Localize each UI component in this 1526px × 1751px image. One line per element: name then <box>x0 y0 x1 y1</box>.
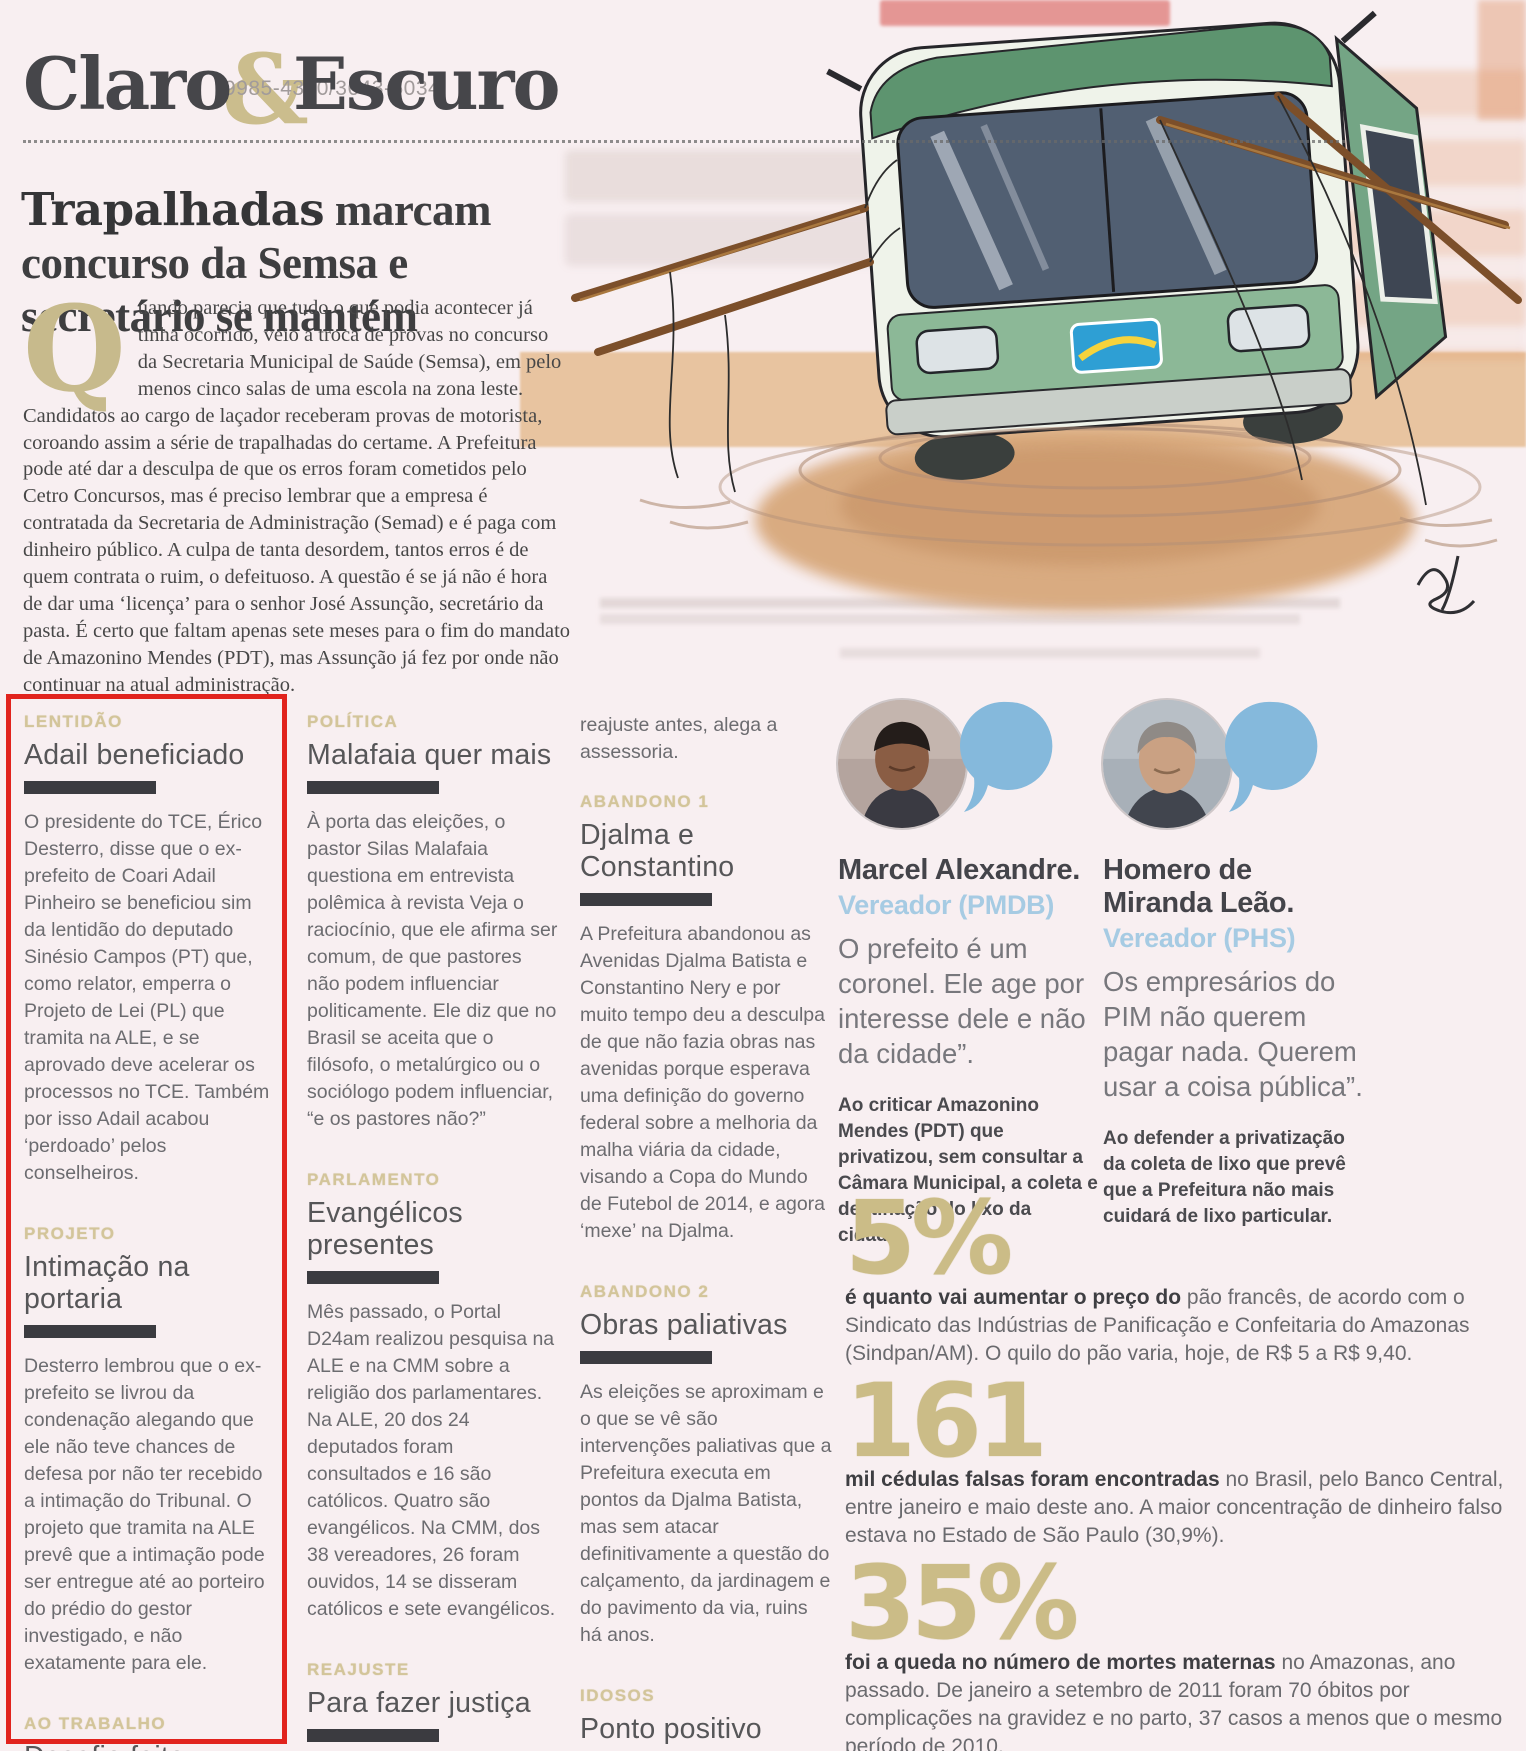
stat-text: é quanto vai aumentar o preço do pão fra… <box>845 1284 1521 1368</box>
stat-figure: 5% <box>845 1179 1013 1298</box>
drop-cap: Q <box>23 279 126 418</box>
news-brief: REAJUSTE Para fazer justiça A assessoria… <box>307 1660 559 1751</box>
section-kicker: ABANDONO 2 <box>580 1282 710 1301</box>
stat-text: foi a queda no número de mortes maternas… <box>845 1649 1521 1751</box>
main-headline: Trapalhadas marcam concurso da Semsa e s… <box>21 183 601 343</box>
quote-caption: Ao criticar Amazonino Mendes (PDT) que p… <box>838 1095 1098 1246</box>
news-brief: ABANDONO 1 Djalma e Constantino A Prefei… <box>580 792 832 1245</box>
brief-title: Djalma e Constantino <box>580 819 735 883</box>
quoted-person-role: Vereador (PMDB) <box>838 890 1055 920</box>
section-kicker: ABANDONO 1 <box>580 792 710 811</box>
news-brief: PROJETO Intimação na portaria Desterro l… <box>24 1224 272 1677</box>
statistics-section: 5% é quanto vai aumentar o preço do pão … <box>845 1179 1521 1751</box>
brief-title: Malafaia quer mais <box>307 739 552 771</box>
title-underline-bar <box>24 781 156 794</box>
brief-title: Evangélicos presentes <box>307 1197 463 1261</box>
title-underline-bar <box>580 1351 712 1364</box>
sinking-bus-cartoon <box>571 10 1522 615</box>
title-underline-bar <box>307 1271 439 1284</box>
brief-title: Ponto positivo <box>580 1713 762 1745</box>
stat-item: 5% é quanto vai aumentar o preço do pão … <box>845 1179 1521 1368</box>
section-kicker: IDOSOS <box>580 1686 656 1705</box>
lead-body-text: uando parecia que tudo o que podia acont… <box>23 297 571 696</box>
stat-item: 35% foi a queda no número de mortes mate… <box>845 1544 1521 1751</box>
section-kicker: PROJETO <box>24 1224 116 1243</box>
brief-body: A Prefeitura abandonou as Avenidas Djalm… <box>580 923 826 1242</box>
news-brief: AO TRABALHO Desafio feito Érico Desterro… <box>24 1714 272 1751</box>
brief-body: O presidente do TCE, Érico Desterro, dis… <box>24 811 270 1184</box>
bus-front-decal <box>1069 317 1163 374</box>
column-masthead: Claro&Escuro <box>23 28 583 138</box>
section-kicker: AO TRABALHO <box>24 1714 167 1733</box>
bus <box>826 10 1448 480</box>
notes-column-3: reajuste antes, alega a assessoria. ABAN… <box>580 712 832 1751</box>
stat-item: 161 mil cédulas falsas foram encontradas… <box>845 1361 1521 1551</box>
dotted-divider <box>23 140 1345 143</box>
stat-figure: 35% <box>845 1544 1079 1664</box>
stat-rest: no Amazonas, ano passado. De janeiro a s… <box>845 1650 1503 1751</box>
notes-column-1: LENTIDÃO Adail beneficiado O presidente … <box>24 712 272 1751</box>
brief-title: Intimação na portaria <box>24 1251 190 1315</box>
brief-body: Desterro lembrou que o ex-prefeito se li… <box>24 1355 265 1674</box>
brief-body: À porta das eleições, o pastor Silas Mal… <box>307 811 558 1130</box>
quote-header <box>838 700 1098 838</box>
column-title: Claro&Escuro <box>23 28 583 138</box>
quoted-person-role: Vereador (PHS) <box>1103 923 1296 953</box>
stat-figure: 161 <box>845 1361 1048 1481</box>
title-claro: Claro <box>23 41 232 126</box>
title-escuro: Escuro <box>292 41 561 126</box>
quote-block-marcel: Marcel Alexandre. Vereador (PMDB) O pref… <box>838 700 1098 1249</box>
notes-column-2: POLÍTICA Malafaia quer mais À porta das … <box>307 712 559 1751</box>
news-brief: LENTIDÃO Adail beneficiado O presidente … <box>24 712 272 1187</box>
stat-lead-bold: mil cédulas falsas foram encontradas <box>845 1468 1220 1492</box>
bleedthrough-smalltext-3 <box>840 648 1260 658</box>
quote-caption: Ao defender a privatização da coleta de … <box>1103 1128 1346 1227</box>
stat-text: mil cédulas falsas foram encontradas no … <box>845 1466 1521 1550</box>
quote-block-homero: Homero de Miranda Leão. Vereador (PHS) O… <box>1103 700 1363 1230</box>
news-brief: PARLAMENTO Evangélicos presentes Mês pas… <box>307 1170 559 1623</box>
quote-text: O prefeito é um coronel. Ele age por int… <box>838 933 1086 1069</box>
headline-bold-word: Trapalhadas <box>21 183 325 237</box>
stat-lead-bold: é quanto vai aumentar o preço do <box>845 1285 1182 1309</box>
brief-title: Para fazer justiça <box>307 1687 531 1719</box>
marcel-alexandre-photo <box>838 700 966 828</box>
quoted-person-name: Marcel Alexandre. <box>838 854 1081 886</box>
carryover-text: reajuste antes, alega a assessoria. <box>580 714 778 763</box>
news-brief: ABANDONO 2 Obras paliativas As eleições … <box>580 1282 832 1649</box>
stat-lead-bold: foi a queda no número de mortes maternas <box>845 1650 1276 1674</box>
contact-phone: 9985-4310/3643-5034 <box>224 77 441 100</box>
title-underline-bar <box>307 1729 439 1742</box>
section-kicker: LENTIDÃO <box>24 712 123 731</box>
quote-bubble-icon <box>960 701 1053 812</box>
stat-rest: pão francês, de acordo com o Sindicato d… <box>845 1285 1470 1365</box>
quote-bubble-icon <box>1225 701 1318 812</box>
quote-header <box>1103 700 1363 838</box>
section-kicker: PARLAMENTO <box>307 1170 441 1189</box>
brief-body: As eleições se aproximam e o que se vê s… <box>580 1381 832 1646</box>
brief-title: Adail beneficiado <box>24 739 245 771</box>
headline-rest: marcam concurso da Semsa e secretário se… <box>21 185 492 342</box>
fishing-rods <box>571 92 1522 506</box>
news-brief: POLÍTICA Malafaia quer mais À porta das … <box>307 712 559 1133</box>
ampersand: & <box>222 33 309 146</box>
brief-title: Obras paliativas <box>580 1309 788 1341</box>
homero-miranda-leao-photo <box>1103 700 1231 828</box>
quote-text: Os empresários do PIM não querem pagar n… <box>1103 966 1363 1102</box>
quoted-person-name: Homero de Miranda Leão. <box>1103 854 1295 919</box>
brief-body: Mês passado, o Portal D24am realizou pes… <box>307 1301 556 1620</box>
cartoonist-signature <box>1416 555 1476 615</box>
stat-rest: no Brasil, pelo Banco Central, entre jan… <box>845 1468 1504 1548</box>
section-kicker: POLÍTICA <box>307 712 399 731</box>
title-underline-bar <box>307 781 439 794</box>
title-underline-bar <box>24 1325 156 1338</box>
section-kicker: REAJUSTE <box>307 1660 410 1679</box>
brief-title: Desafio feito <box>24 1741 272 1751</box>
title-underline-bar <box>580 893 712 906</box>
red-highlight-box <box>6 694 287 1744</box>
news-brief: IDOSOS Ponto positivo A Fundação Doutor … <box>580 1686 832 1751</box>
